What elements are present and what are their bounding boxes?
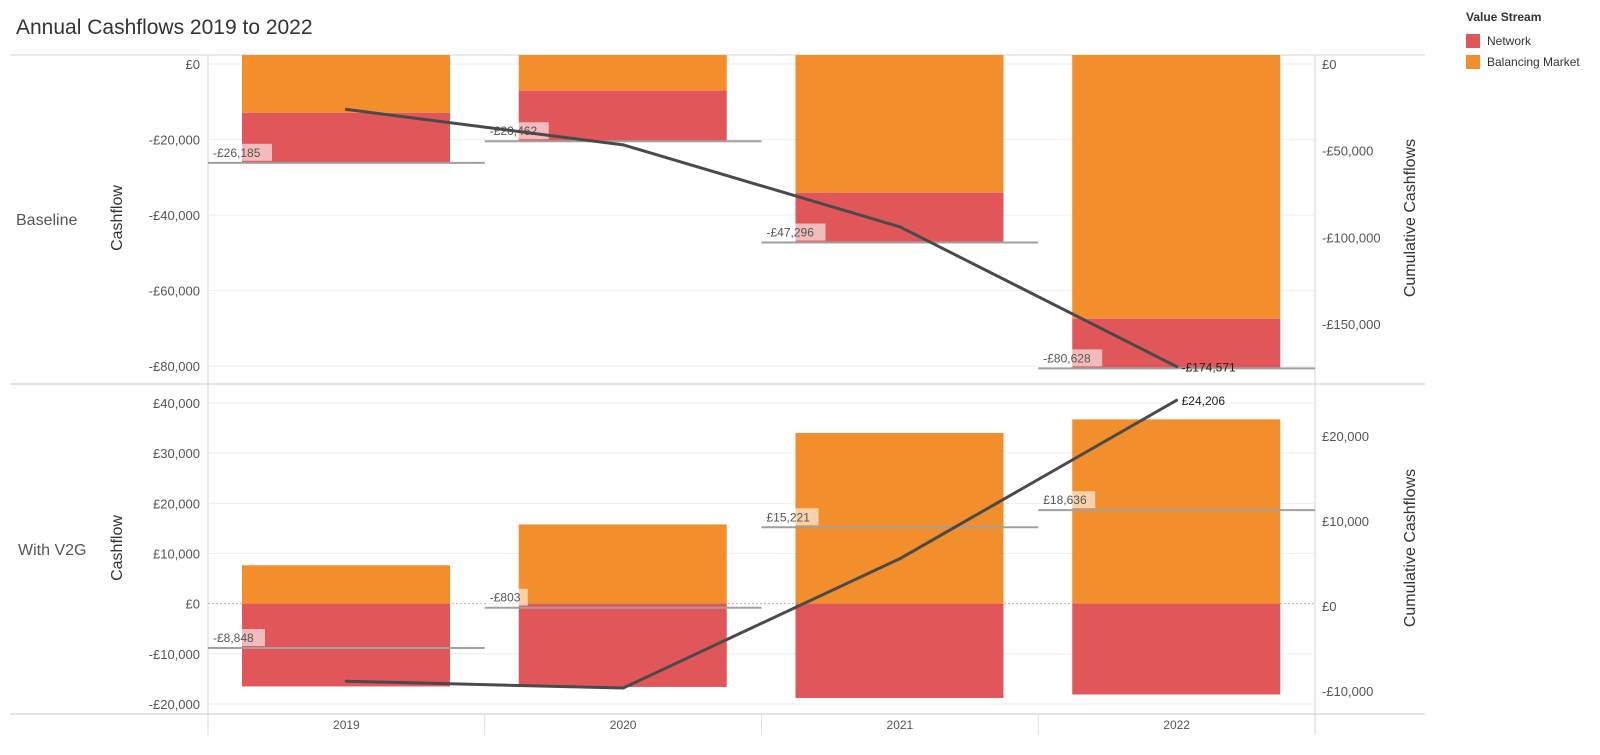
total-label: -£47,296 xyxy=(767,226,815,240)
y2-tick-label: £0 xyxy=(1322,57,1336,72)
y2-tick-label: -£150,000 xyxy=(1322,317,1381,332)
bars-group xyxy=(242,55,1281,369)
chart-title: Annual Cashflows 2019 to 2022 xyxy=(16,16,313,39)
legend-swatch-balancing-market xyxy=(1466,54,1480,69)
total-label-bg xyxy=(486,588,528,606)
y2-axis-title: Cumulative Cashflows xyxy=(1402,469,1419,627)
bar-balancing-market xyxy=(518,55,727,91)
legend-label-balancing-market: Balancing Market xyxy=(1487,54,1580,69)
bars-group xyxy=(242,419,1281,698)
bar-balancing-market xyxy=(795,55,1004,193)
bar-balancing-market xyxy=(1072,419,1281,604)
bar-balancing-market xyxy=(242,565,450,604)
cumulative-point xyxy=(898,557,902,561)
bar-balancing-market xyxy=(1072,55,1281,319)
y2-tick-label: £10,000 xyxy=(1322,514,1369,529)
bar-network xyxy=(518,90,727,142)
total-label-bg xyxy=(1040,349,1103,367)
y-tick-label: £20,000 xyxy=(153,496,200,511)
total-label: £15,221 xyxy=(767,510,811,524)
total-label-bg xyxy=(210,143,272,161)
total-label: -£8,848 xyxy=(213,631,254,645)
bar-network xyxy=(1072,603,1281,695)
legend-item-network[interactable]: Network xyxy=(1466,30,1580,51)
cumulative-point xyxy=(621,686,625,690)
total-label: -£803 xyxy=(490,591,521,605)
total-label-bg xyxy=(763,508,819,526)
row-header-label: With V2G xyxy=(18,542,86,559)
cumulative-point xyxy=(898,225,902,229)
cumulative-point xyxy=(1175,365,1179,369)
total-label: £18,636 xyxy=(1043,493,1087,507)
y-axis-title: Cashflow xyxy=(109,185,126,251)
legend-title: Value Stream xyxy=(1466,10,1542,24)
y-tick-label: -£40,000 xyxy=(149,208,200,223)
x-tick-label: 2019 xyxy=(333,718,360,732)
bar-network xyxy=(795,192,1004,243)
y2-tick-label: £0 xyxy=(1322,599,1336,614)
y-tick-label: £40,000 xyxy=(153,396,200,411)
y2-tick-label: -£10,000 xyxy=(1322,684,1373,699)
y-tick-label: £0 xyxy=(186,597,200,612)
cumulative-end-label: £24,206 xyxy=(1182,394,1226,408)
legend: Value Stream Network Balancing Market xyxy=(1466,10,1580,72)
y2-tick-label: £20,000 xyxy=(1322,429,1369,444)
bar-network xyxy=(242,112,450,163)
total-label-bg xyxy=(763,223,826,241)
bar-network xyxy=(242,603,450,687)
y-axis-title: Cashflow xyxy=(109,515,126,581)
x-tick-label: 2022 xyxy=(1163,718,1190,732)
x-tick-label: 2020 xyxy=(610,718,637,732)
legend-swatch-network xyxy=(1466,33,1480,48)
row-header-label: Baseline xyxy=(16,212,77,229)
bar-network xyxy=(1072,318,1281,369)
y-tick-label: £0 xyxy=(186,57,200,72)
legend-item-balancing-market[interactable]: Balancing Market xyxy=(1466,51,1580,72)
total-label-bg xyxy=(1040,491,1096,509)
cumulative-point xyxy=(344,679,348,683)
legend-label-network: Network xyxy=(1487,33,1532,48)
cumulative-line xyxy=(346,107,1178,368)
total-label: -£26,185 xyxy=(213,146,261,160)
bar-network xyxy=(518,603,727,687)
cumulative-point xyxy=(621,143,625,147)
y-tick-label: -£60,000 xyxy=(149,284,200,299)
cumulative-line xyxy=(346,398,1178,690)
y-tick-label: -£10,000 xyxy=(149,647,200,662)
cumulative-point xyxy=(344,107,348,111)
y2-axis-title: Cumulative Cashflows xyxy=(1402,139,1419,297)
total-label: -£80,628 xyxy=(1043,351,1091,365)
y-tick-label: -£20,000 xyxy=(149,697,200,712)
y2-tick-label: -£100,000 xyxy=(1322,230,1381,245)
y-tick-label: -£20,000 xyxy=(149,133,200,148)
bar-balancing-market xyxy=(518,524,727,604)
y-tick-label: £10,000 xyxy=(153,547,200,562)
bar-balancing-market xyxy=(242,55,450,113)
y-tick-label: £30,000 xyxy=(153,446,200,461)
y2-tick-label: -£50,000 xyxy=(1322,144,1373,159)
x-tick-label: 2021 xyxy=(887,718,914,732)
cumulative-point xyxy=(1175,398,1179,402)
bar-network xyxy=(795,603,1004,698)
y-tick-label: -£80,000 xyxy=(149,359,200,374)
cumulative-end-label: -£174,571 xyxy=(1182,361,1236,375)
total-label-bg xyxy=(210,629,265,647)
